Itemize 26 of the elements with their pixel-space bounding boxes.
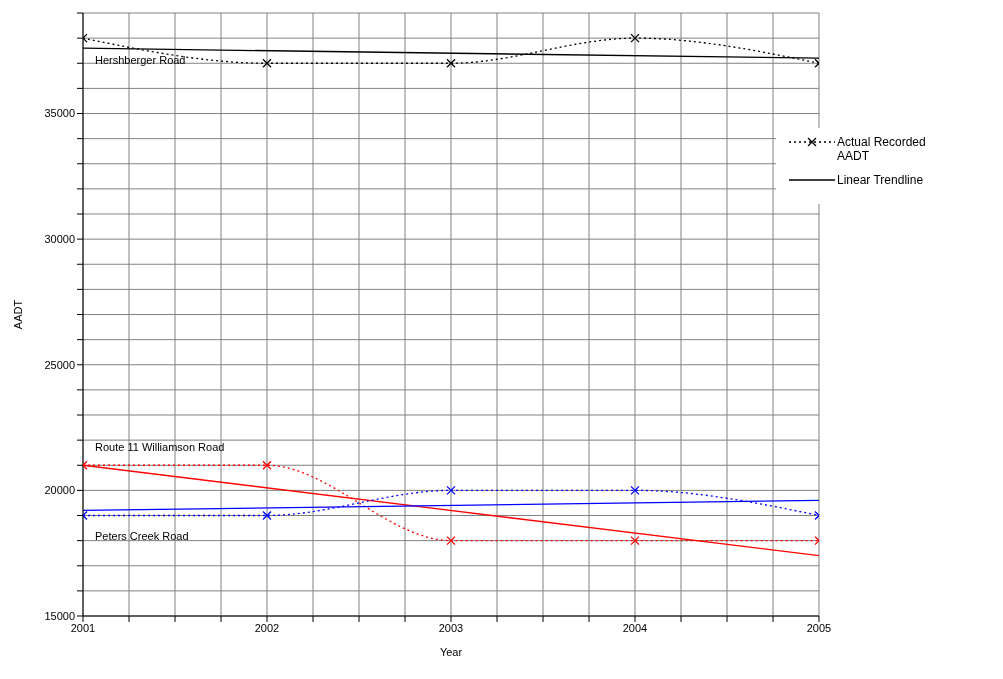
annotation: Peters Creek Road [95,529,189,542]
point [446,58,456,68]
legend-label: Linear Trendline [837,173,925,187]
legend-label: Actual Recorded AADT [837,135,927,163]
y-tick-label: 20000 [44,484,75,497]
y-axis-title: AADT [11,299,24,330]
y-tick-label: 35000 [44,107,75,120]
x-axis-title: Year [439,646,463,658]
point [630,485,640,496]
x-tick-label: 2002 [254,621,280,634]
x-tick-label: 2005 [806,621,832,634]
y-tick-label: 25000 [44,358,75,371]
annotation: Hershberger Road [95,54,186,67]
x-tick-label: 2003 [438,621,464,634]
point [262,58,272,68]
point [262,510,272,521]
x-tick-label: 2004 [622,621,648,634]
point [262,460,272,470]
annotation: Route 11 Williamson Road [95,441,225,454]
x-tick-label: 2001 [70,621,96,634]
y-tick-label: 15000 [44,609,75,622]
point [446,535,456,546]
point [630,535,640,546]
point [446,485,456,496]
y-tick-label: 30000 [44,233,75,246]
point [630,33,640,43]
